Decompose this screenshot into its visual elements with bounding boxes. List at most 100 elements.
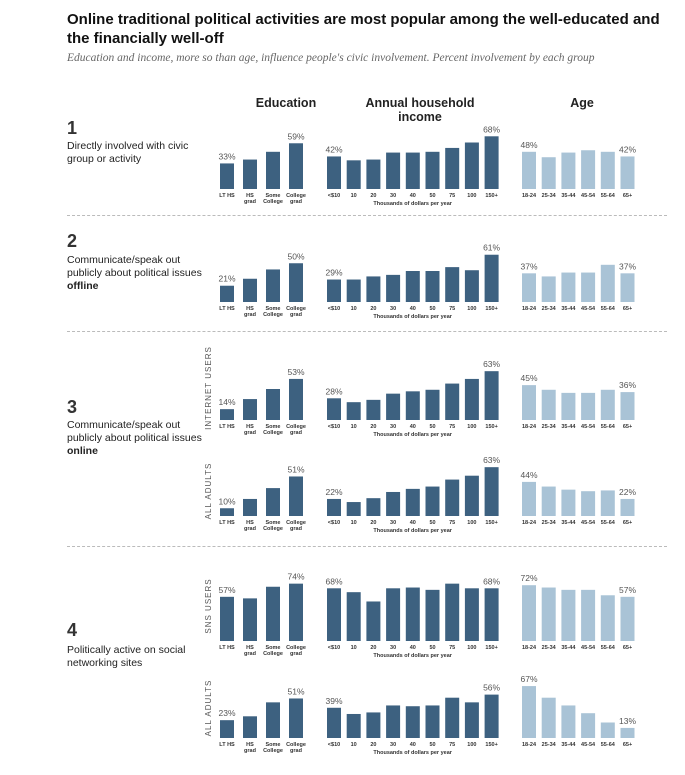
income-tick-label: 20 bbox=[370, 424, 376, 430]
age-bar bbox=[620, 273, 635, 302]
education-tick-label: Some bbox=[266, 424, 281, 430]
education-bar bbox=[220, 409, 234, 420]
income-tick-label: 100 bbox=[467, 306, 476, 312]
income-bar bbox=[346, 592, 361, 641]
income-tick-label: 40 bbox=[410, 193, 416, 199]
income-bar bbox=[464, 702, 479, 738]
income-bar bbox=[464, 270, 479, 302]
income-tick-label: 30 bbox=[390, 306, 396, 312]
age-tick-label: 35-44 bbox=[561, 742, 576, 748]
education-tick-label: Some bbox=[266, 520, 281, 526]
education-tick-label: College bbox=[286, 520, 306, 526]
age-tick-label: 18-24 bbox=[522, 306, 537, 312]
income-bar bbox=[405, 488, 420, 516]
age-tick-label: 65+ bbox=[623, 424, 632, 430]
income-tick-label: 20 bbox=[370, 306, 376, 312]
income-bar bbox=[445, 383, 460, 420]
income-axis-title: Thousands of dollars per year bbox=[373, 653, 452, 659]
age-bar bbox=[522, 385, 536, 420]
income-axis-title: Thousands of dollars per year bbox=[373, 314, 452, 320]
panel-sublabel: SNS USERS bbox=[204, 578, 213, 633]
age-bar bbox=[522, 686, 536, 738]
income-value-label: 39% bbox=[325, 696, 342, 706]
age-bar bbox=[600, 722, 615, 738]
row-description-2-text: Communicate/speak out publicly about pol… bbox=[67, 254, 202, 279]
age-value-label: 37% bbox=[520, 261, 537, 271]
age-value-label: 22% bbox=[619, 487, 636, 497]
income-bar bbox=[464, 378, 479, 420]
income-tick-label: 40 bbox=[410, 306, 416, 312]
education-tick-label: Some bbox=[266, 645, 281, 651]
age-bar bbox=[600, 595, 615, 641]
income-bar bbox=[405, 706, 420, 738]
income-tick-label: <$10 bbox=[328, 424, 340, 430]
income-tick-label: 75 bbox=[449, 645, 455, 651]
education-bar bbox=[243, 716, 257, 738]
income-bar bbox=[346, 502, 361, 516]
education-tick-label: grad bbox=[244, 430, 256, 436]
education-tick-label: HS bbox=[246, 742, 254, 748]
education-tick-label: College bbox=[263, 748, 283, 754]
income-bar bbox=[327, 498, 341, 516]
education-tick-label: HS bbox=[246, 193, 254, 199]
age-bar bbox=[600, 264, 615, 302]
education-tick-label: College bbox=[263, 199, 283, 205]
age-tick-label: 25-34 bbox=[542, 520, 557, 526]
education-value-label: 14% bbox=[218, 397, 235, 407]
education-bar bbox=[266, 702, 280, 738]
age-bar bbox=[620, 498, 635, 516]
income-tick-label: 10 bbox=[351, 645, 357, 651]
income-bar bbox=[366, 601, 381, 641]
age-bar bbox=[581, 491, 596, 516]
income-tick-label: 100 bbox=[467, 193, 476, 199]
income-tick-label: 75 bbox=[449, 193, 455, 199]
education-value-label: 53% bbox=[287, 367, 304, 377]
age-tick-label: 35-44 bbox=[561, 645, 576, 651]
income-bar bbox=[484, 371, 499, 420]
education-bar bbox=[266, 586, 280, 641]
education-bar bbox=[220, 285, 234, 302]
education-tick-label: HS bbox=[246, 645, 254, 651]
age-tick-label: 35-44 bbox=[561, 424, 576, 430]
education-tick-label: grad bbox=[290, 526, 302, 532]
education-tick-label: LT HS bbox=[219, 645, 235, 651]
age-bar bbox=[620, 156, 635, 189]
income-value-label: 42% bbox=[325, 144, 342, 154]
education-tick-label: College bbox=[286, 193, 306, 199]
education-tick-label: HS bbox=[246, 424, 254, 430]
age-tick-label: 65+ bbox=[623, 193, 632, 199]
income-bar bbox=[445, 147, 460, 189]
age-bar bbox=[581, 150, 596, 189]
age-value-label: 57% bbox=[619, 585, 636, 595]
income-bar bbox=[405, 587, 420, 641]
income-tick-label: 20 bbox=[370, 520, 376, 526]
education-bar bbox=[220, 163, 234, 189]
age-bar bbox=[561, 152, 576, 189]
income-bar bbox=[327, 707, 341, 738]
age-tick-label: 25-34 bbox=[542, 645, 557, 651]
age-tick-label: 55-64 bbox=[601, 520, 616, 526]
income-value-label: 22% bbox=[325, 487, 342, 497]
education-tick-label: grad bbox=[290, 748, 302, 754]
age-tick-label: 18-24 bbox=[522, 742, 537, 748]
age-value-label: 37% bbox=[619, 261, 636, 271]
age-tick-label: 18-24 bbox=[522, 645, 537, 651]
age-value-label: 48% bbox=[520, 140, 537, 150]
income-tick-label: <$10 bbox=[328, 742, 340, 748]
income-bar bbox=[327, 279, 341, 302]
income-bar bbox=[346, 402, 361, 420]
row-description-2: Communicate/speak out publicly about pol… bbox=[67, 254, 202, 293]
age-tick-label: 18-24 bbox=[522, 193, 537, 199]
age-value-label: 36% bbox=[619, 380, 636, 390]
education-value-label: 51% bbox=[287, 686, 304, 696]
column-header-age: Age bbox=[570, 96, 594, 110]
age-bar bbox=[541, 389, 556, 420]
row-separator bbox=[67, 215, 667, 216]
income-bar bbox=[366, 276, 381, 302]
income-bar bbox=[405, 271, 420, 302]
income-tick-label: <$10 bbox=[328, 645, 340, 651]
income-tick-label: 40 bbox=[410, 742, 416, 748]
education-value-label: 33% bbox=[218, 151, 235, 161]
age-bar bbox=[600, 151, 615, 189]
income-tick-label: 100 bbox=[467, 520, 476, 526]
